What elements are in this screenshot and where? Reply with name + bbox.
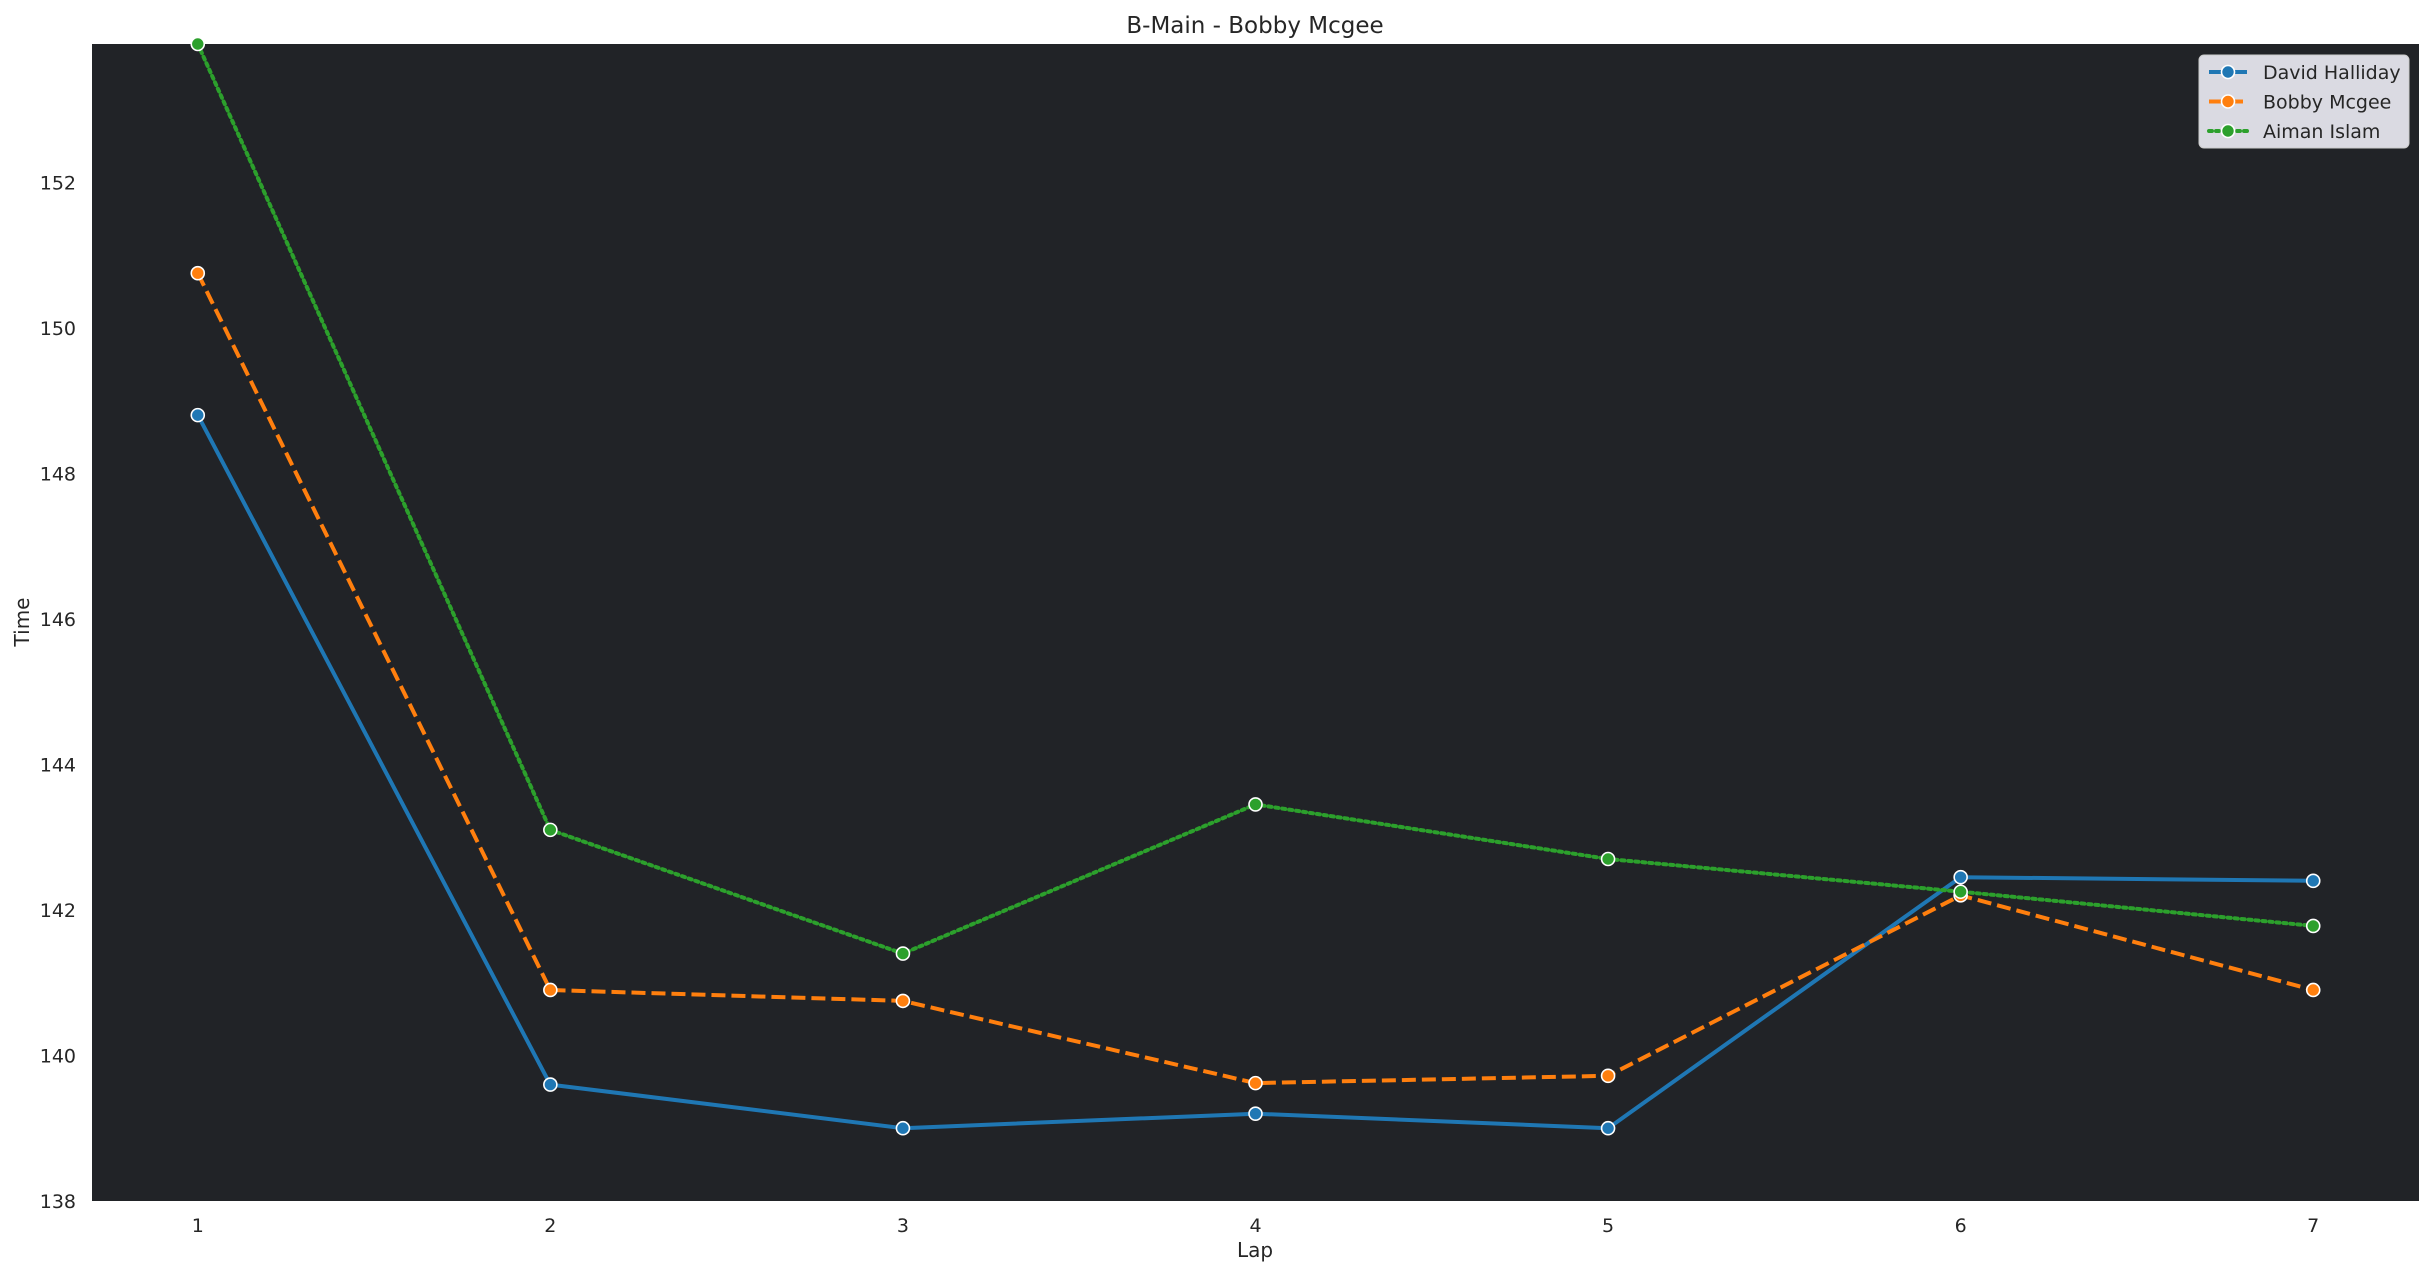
x-tick-label: 2 bbox=[544, 1215, 556, 1237]
legend-label: Bobby Mcgee bbox=[2263, 92, 2391, 114]
data-point bbox=[543, 822, 558, 838]
y-tick-label: 152 bbox=[40, 172, 76, 194]
data-point bbox=[1600, 1068, 1616, 1084]
data-point bbox=[543, 1077, 558, 1092]
x-axis-label: Lap bbox=[1237, 1238, 1273, 1262]
legend-marker bbox=[2220, 94, 2236, 109]
x-axis: 1 2 3 4 5 6 7 bbox=[192, 1215, 2320, 1237]
legend-box bbox=[2198, 54, 2410, 149]
data-point bbox=[1248, 1106, 1263, 1121]
series-david-halliday bbox=[190, 407, 2321, 1136]
series-layer bbox=[190, 36, 2321, 1136]
y-tick-label: 144 bbox=[40, 754, 76, 776]
x-tick-label: 3 bbox=[897, 1215, 909, 1237]
data-point bbox=[190, 265, 206, 281]
data-point bbox=[1600, 1120, 1616, 1136]
legend-label: David Halliday bbox=[2263, 62, 2401, 84]
data-point bbox=[1953, 869, 1968, 885]
data-point bbox=[1953, 884, 1968, 900]
x-tick-label: 5 bbox=[1602, 1215, 1614, 1237]
x-tick-label: 1 bbox=[192, 1215, 204, 1237]
y-tick-label: 140 bbox=[40, 1045, 76, 1067]
data-point bbox=[895, 993, 911, 1009]
y-axis: 138 140 142 144 146 148 150 152 bbox=[40, 172, 76, 1213]
data-point bbox=[2305, 918, 2321, 934]
legend-marker bbox=[2220, 64, 2236, 80]
legend-item-bobby-mcgee: Bobby Mcgee bbox=[2209, 92, 2391, 114]
data-point bbox=[190, 36, 206, 52]
data-point bbox=[190, 407, 206, 423]
x-tick-label: 4 bbox=[1249, 1215, 1261, 1237]
legend-item-aiman-islam: Aiman Islam bbox=[2207, 121, 2380, 143]
y-axis-label: Time bbox=[10, 598, 34, 648]
y-tick-label: 138 bbox=[40, 1191, 76, 1213]
data-point bbox=[543, 982, 558, 998]
data-point bbox=[1600, 851, 1616, 867]
data-point bbox=[895, 1120, 911, 1136]
legend: David Halliday Bobby Mcgee Aiman Islam bbox=[2198, 54, 2410, 149]
y-tick-label: 146 bbox=[40, 609, 76, 631]
series-aiman-islam bbox=[190, 36, 2321, 961]
legend-label: Aiman Islam bbox=[2263, 121, 2380, 143]
data-point bbox=[2305, 873, 2321, 889]
data-point bbox=[1248, 797, 1263, 812]
x-tick-label: 7 bbox=[2307, 1215, 2319, 1237]
plot-area bbox=[92, 44, 2419, 1201]
data-point bbox=[895, 946, 911, 961]
y-tick-label: 148 bbox=[40, 463, 76, 485]
legend-marker bbox=[2220, 123, 2236, 139]
x-tick-label: 6 bbox=[1955, 1215, 1967, 1237]
chart-title: B-Main - Bobby Mcgee bbox=[1126, 13, 1383, 39]
y-tick-label: 142 bbox=[40, 900, 76, 922]
legend-item-david-halliday: David Halliday bbox=[2209, 62, 2401, 84]
data-point bbox=[1248, 1075, 1263, 1091]
y-tick-label: 150 bbox=[40, 318, 76, 340]
data-point bbox=[2305, 982, 2321, 998]
